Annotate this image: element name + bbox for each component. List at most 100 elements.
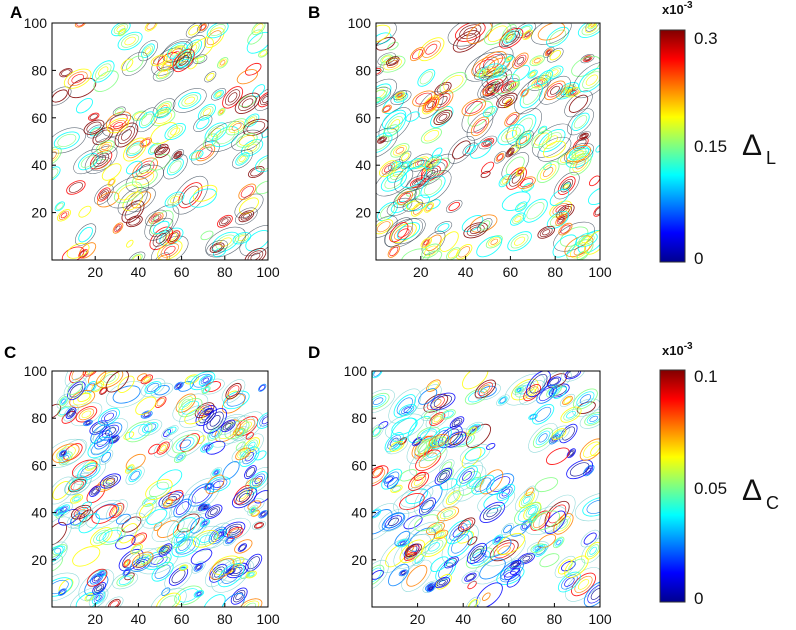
- contour-ring: [556, 215, 566, 225]
- contour-ring: [522, 86, 540, 105]
- contour-ring: [227, 92, 238, 103]
- x-tick-label: 80: [547, 264, 563, 280]
- contour-ring: [200, 230, 214, 241]
- contour-ring: [518, 169, 523, 174]
- contour-ring: [222, 421, 234, 431]
- contour-ring: [502, 96, 512, 104]
- contour-ring: [160, 445, 167, 452]
- contour-ring: [559, 82, 579, 96]
- contour-ring: [92, 60, 115, 83]
- contour-ring: [135, 171, 155, 186]
- contour-ring: [572, 155, 589, 173]
- contour-ring: [514, 386, 524, 394]
- contour-ring: [59, 450, 67, 457]
- contour-outer: [223, 533, 237, 547]
- contour-ring: [246, 121, 266, 134]
- contour-ring: [156, 254, 168, 260]
- contour-ring: [108, 435, 120, 444]
- contour-ring: [448, 201, 460, 211]
- colorbar-l-symbol: Δ: [742, 129, 762, 162]
- contour-outer: [221, 379, 246, 404]
- x-tick-label: 80: [217, 264, 233, 280]
- contour-outer: [172, 175, 209, 215]
- contour-ring: [571, 112, 590, 131]
- contour-ring: [84, 420, 92, 426]
- panel-label-d: D: [308, 343, 320, 362]
- contour-ring: [70, 504, 92, 520]
- contour-outer: [231, 129, 263, 152]
- contour-ring: [209, 428, 221, 439]
- contour-ring: [73, 506, 89, 518]
- contour-outer: [252, 520, 266, 531]
- contour-ring: [58, 396, 69, 407]
- contour-ring: [399, 469, 418, 482]
- contour-ring: [550, 85, 560, 95]
- y-tick-label: 100: [24, 363, 48, 379]
- contour-outer: [126, 547, 159, 572]
- contour-ring: [169, 232, 179, 242]
- contour-ring: [125, 160, 143, 175]
- contour-ring: [102, 529, 122, 543]
- contour-ring: [247, 250, 264, 260]
- contour-ring: [499, 94, 515, 106]
- contour-ring: [236, 133, 258, 148]
- contour-ring: [403, 551, 417, 561]
- contour-ring: [590, 588, 600, 600]
- contour-ring: [373, 467, 382, 477]
- contour-ring: [425, 203, 433, 212]
- contour-ring: [96, 585, 103, 592]
- contour-outer: [63, 377, 87, 399]
- contour-ring: [196, 117, 210, 130]
- contour-ring: [82, 371, 98, 377]
- contour-ring: [553, 536, 565, 549]
- contour-ring: [443, 74, 464, 92]
- contour-ring: [178, 55, 189, 66]
- contour-outer: [376, 66, 384, 77]
- contour-outer: [459, 443, 491, 464]
- contour-ring: [571, 148, 587, 159]
- contour-ring: [458, 517, 476, 532]
- contour-outer: [453, 465, 487, 502]
- contour-outer: [378, 508, 410, 532]
- contour-ring: [431, 414, 444, 424]
- contour-ring: [176, 383, 182, 388]
- contour-ring: [425, 98, 437, 111]
- contour-ring: [384, 471, 400, 487]
- contour-ring: [564, 371, 582, 380]
- contour-outer: [376, 23, 397, 48]
- contour-ring: [125, 464, 135, 474]
- contour-ring: [501, 191, 531, 211]
- contour-ring: [558, 222, 573, 236]
- y-tick-label: 60: [355, 110, 371, 126]
- contour-ring: [583, 580, 600, 607]
- contour-ring: [113, 122, 124, 130]
- contour-ring: [379, 160, 398, 178]
- contour-ring: [57, 504, 71, 515]
- contour-ring: [202, 387, 210, 393]
- contour-ring: [509, 559, 521, 570]
- contour-ring: [235, 490, 254, 506]
- contour-ring: [383, 105, 391, 112]
- contour-ring: [93, 70, 119, 92]
- contour-ring: [384, 164, 393, 173]
- contour-ring: [461, 98, 487, 117]
- contour-ring: [137, 373, 148, 381]
- panel-label-a: A: [10, 3, 22, 22]
- contour-ring: [407, 415, 433, 444]
- contour-ring: [535, 430, 551, 446]
- contour-ring: [444, 431, 467, 448]
- contour-ring: [130, 470, 140, 481]
- contour-ring: [255, 180, 268, 195]
- contour-ring: [90, 424, 111, 444]
- contour-ring: [148, 212, 164, 224]
- contour-ring: [245, 432, 254, 440]
- contour-ring: [544, 80, 566, 101]
- contour-ring: [113, 23, 129, 35]
- contour-ring: [504, 129, 518, 140]
- contour-ring: [139, 137, 153, 148]
- contour-outer: [161, 427, 173, 439]
- contour-ring: [465, 573, 475, 581]
- contour-ring: [474, 477, 492, 492]
- contour-ring: [382, 95, 405, 114]
- contour-ring: [372, 371, 383, 379]
